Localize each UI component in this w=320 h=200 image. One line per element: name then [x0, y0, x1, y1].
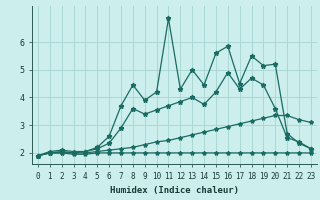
X-axis label: Humidex (Indice chaleur): Humidex (Indice chaleur)	[110, 186, 239, 195]
